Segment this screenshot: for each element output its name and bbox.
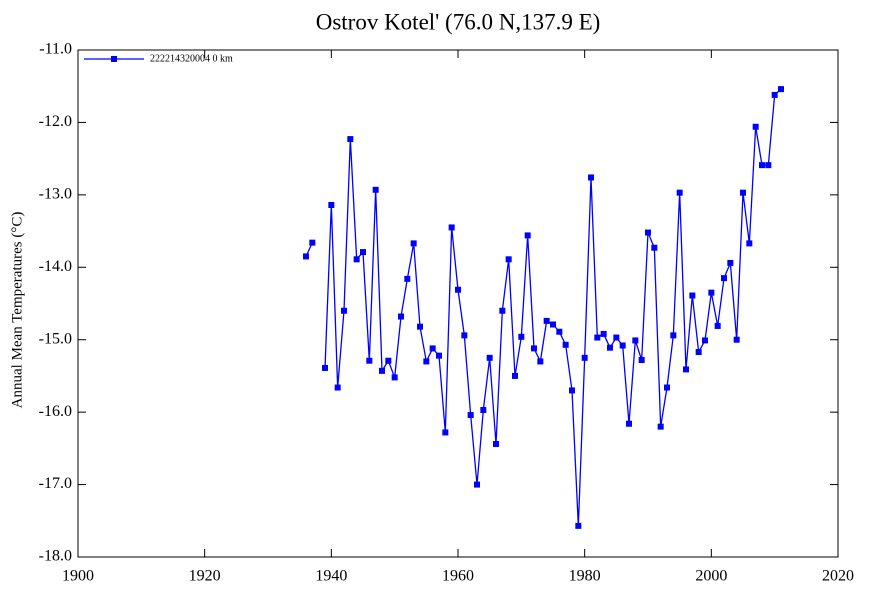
x-tick-label: 1980	[569, 568, 601, 585]
data-point	[505, 256, 512, 263]
data-point	[562, 341, 569, 348]
data-point	[366, 357, 373, 364]
data-point	[600, 330, 607, 337]
x-tick-label: 2020	[822, 568, 854, 585]
data-point	[474, 481, 480, 488]
data-point	[588, 174, 594, 181]
data-point	[360, 249, 366, 256]
y-tick-label: -15.0	[39, 330, 72, 347]
data-point	[486, 354, 493, 361]
data-point	[676, 189, 683, 196]
y-tick-label: -14.0	[39, 258, 72, 275]
data-point	[417, 323, 423, 330]
data-point	[683, 366, 689, 373]
data-point	[740, 189, 746, 196]
data-point	[543, 317, 550, 324]
data-point	[569, 387, 575, 394]
data-point	[493, 441, 499, 448]
data-point	[626, 420, 632, 427]
data-point	[556, 328, 563, 335]
data-point	[550, 321, 556, 328]
data-point	[645, 229, 651, 236]
data-point	[594, 334, 601, 341]
x-tick-label: 2000	[695, 568, 727, 585]
data-point	[752, 123, 759, 130]
data-point	[695, 349, 702, 356]
data-point	[778, 86, 784, 93]
y-axis-label: Annual Mean Temperatures (°C)	[9, 212, 25, 409]
data-point	[499, 307, 506, 314]
data-point	[385, 357, 392, 364]
data-point	[379, 367, 385, 374]
x-tick-label: 1900	[62, 568, 94, 585]
data-point	[322, 364, 328, 371]
data-point	[619, 342, 626, 349]
data-point	[759, 162, 765, 169]
data-point	[341, 307, 347, 314]
data-point	[410, 240, 417, 247]
y-tick-label: -13.0	[39, 186, 72, 203]
y-tick-label: -12.0	[39, 113, 72, 130]
data-point	[372, 186, 379, 193]
data-point	[531, 345, 537, 352]
data-point	[581, 354, 588, 361]
data-point	[727, 259, 734, 266]
data-point	[771, 91, 778, 98]
data-point	[309, 239, 316, 246]
data-point	[607, 344, 613, 351]
data-point	[467, 412, 474, 419]
data-point	[436, 352, 442, 359]
data-point	[632, 337, 639, 344]
data-point	[461, 332, 468, 339]
data-point	[328, 201, 335, 208]
data-point	[708, 289, 715, 296]
x-tick-label: 1960	[442, 568, 474, 585]
data-point	[423, 358, 430, 365]
data-point	[512, 372, 518, 379]
data-point	[334, 384, 341, 391]
data-point	[670, 332, 677, 339]
data-point	[575, 522, 582, 529]
data-point	[448, 224, 455, 231]
y-tick-label: -17.0	[39, 475, 72, 492]
data-point	[353, 256, 360, 263]
x-tick-label: 1920	[189, 568, 221, 585]
data-point	[689, 292, 696, 299]
x-tick-label: 1940	[315, 568, 347, 585]
data-point	[702, 337, 708, 344]
y-tick-label: -16.0	[39, 403, 72, 420]
data-point	[613, 334, 620, 341]
data-point	[537, 358, 544, 365]
data-line	[324, 88, 782, 526]
y-tick-label: -11.0	[39, 41, 72, 58]
data-point	[524, 232, 531, 239]
data-point	[442, 429, 449, 436]
data-point	[657, 423, 664, 430]
chart-title: Ostrov Kotel' (76.0 N,137.9 E)	[316, 9, 601, 34]
legend-label: 222214320004 0 km	[150, 53, 233, 64]
data-point	[746, 240, 753, 247]
data-point	[765, 162, 772, 169]
data-point	[404, 275, 411, 282]
data-point	[480, 406, 487, 413]
data-point	[714, 322, 721, 329]
data-point	[303, 253, 309, 260]
data-point	[638, 356, 645, 363]
data-point	[398, 313, 404, 320]
data-point	[651, 244, 658, 251]
plot-frame	[77, 49, 839, 558]
data-point	[721, 275, 727, 282]
y-tick-label: -18.0	[39, 548, 72, 565]
data-point	[518, 333, 525, 340]
legend-marker	[111, 56, 117, 62]
data-point	[455, 286, 461, 293]
data-point	[347, 136, 354, 143]
data-point	[391, 374, 398, 381]
data-point	[733, 336, 740, 343]
data-point	[664, 384, 670, 391]
data-point	[429, 345, 436, 352]
